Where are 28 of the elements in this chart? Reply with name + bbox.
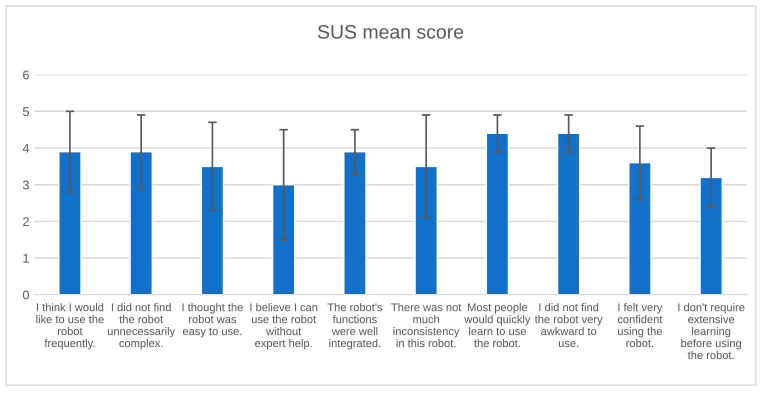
x-tick-label: I did not find the robot unnecessarily complex. [108, 303, 176, 350]
bar [556, 132, 580, 295]
y-tick-label: 3 [22, 180, 29, 190]
bar [628, 162, 652, 295]
bar [200, 166, 224, 295]
y-tick-label: 2 [23, 217, 29, 226]
x-tick-label: I felt very confident using the robot. [618, 303, 662, 348]
bar [129, 151, 153, 295]
bar [58, 151, 82, 295]
bar [699, 176, 723, 295]
bar [414, 166, 438, 295]
x-tick-label: I believe I can use the robot without expert help. [250, 303, 318, 350]
x-tick-label: I think I would like to use the robot frequently. [36, 303, 104, 350]
x-tick-label: There was not much inconsistency in this robot. [391, 303, 462, 348]
chart-title: SUS mean score [318, 24, 464, 39]
x-tick-label: Most people would quickly learn to use the robot. [464, 303, 530, 348]
x-tick-label: I don't require extensive learning before using the robot. [678, 303, 744, 360]
x-tick-label: I thought the robot was easy to use. [182, 303, 243, 338]
y-tick-label: 4 [22, 144, 30, 153]
y-tick-label: 5 [22, 107, 29, 116]
bar [272, 184, 296, 295]
x-tick-label: The robot's functions were well integrated. [328, 303, 382, 350]
y-tick-label: 6 [23, 70, 29, 80]
bar [343, 151, 367, 295]
y-tick-label: 1 [23, 254, 29, 263]
bar [486, 132, 510, 295]
y-tick-label: 0 [22, 290, 29, 300]
x-tick-label: I did not find the robot very awkward to use. [534, 303, 603, 348]
